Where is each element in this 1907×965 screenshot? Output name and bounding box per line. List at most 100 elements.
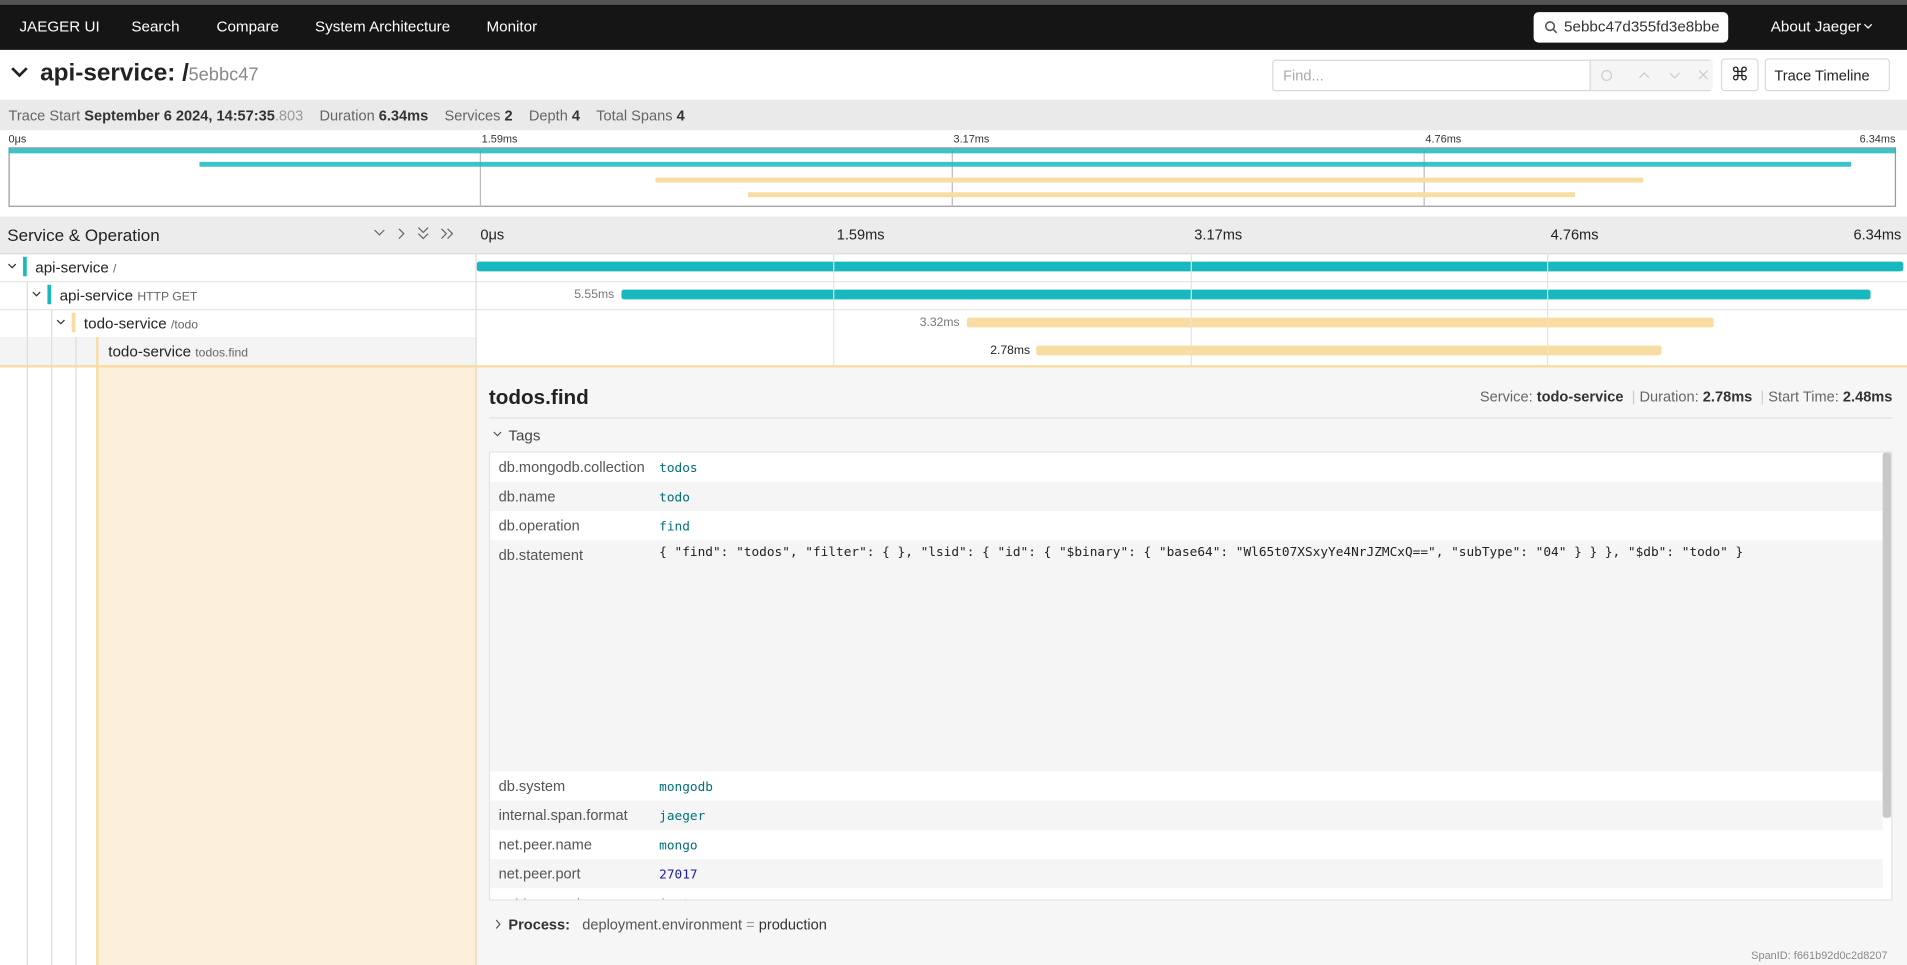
span-duration: 3.32ms [919,316,960,330]
decoration [11,67,28,78]
service-color [23,256,27,277]
span-bar [621,289,1871,300]
minimap-tick: 6.34ms [1859,132,1896,145]
summary-value: 4 [571,107,581,125]
process-row[interactable]: Process: deployment.environment = produc… [508,916,827,933]
span-duration: 2.78ms [990,344,1031,358]
tags-chevron[interactable] [493,431,503,438]
operation: HTTP GET [137,290,198,305]
decoration [495,919,501,929]
decoration [98,367,477,965]
minimap-tick: 0μs [8,132,27,145]
decoration [51,367,53,965]
view-select[interactable]: Trace Timeline [1764,58,1890,92]
expand-controls[interactable] [371,226,456,241]
nav-link[interactable]: System Architecture [314,18,451,36]
decoration [493,431,502,437]
find-input[interactable]: Find... [1272,59,1713,92]
service: api-service [59,287,134,305]
trace-search[interactable]: 5ebbc47d355fd3e8bbe [1533,12,1729,43]
timeline-tick: 1.59ms [836,226,885,244]
decoration [747,192,1575,198]
tags-title[interactable]: Tags [508,427,541,445]
scrollbar[interactable] [1882,452,1892,818]
tag-row: net.peer.port 27017 [490,859,1883,889]
summary-label: Total Spans [596,107,673,125]
tag-key: db.mongodb.collection [498,458,645,476]
meta-label: Start Time: [1768,388,1839,406]
tag-row: db.name todo [490,481,1883,512]
decoration [1864,23,1873,29]
process-value: production [758,916,827,934]
decoration [1639,70,1708,80]
tag-row: internal.span.format jaeger [490,800,1883,830]
span-name: todo-service /todo [84,315,198,332]
minimap-tick: 3.17ms [953,132,990,145]
minimap-tick: 1.59ms [481,132,518,145]
tag-key: net.transport [499,894,581,899]
tag-value: 27017 [659,867,698,883]
nav-link[interactable]: Search [131,18,180,36]
trace-title: api-service: / [40,59,189,87]
tag-row: db.mongodb.collection todos [490,452,1883,482]
summary-label: Duration [319,107,375,125]
timeline-tick: 3.17ms [1194,226,1243,244]
process-chevron[interactable] [495,919,502,930]
find-placeholder: Find... [1283,66,1324,84]
span-name: api-service HTTP GET [60,287,198,304]
shortcuts-button[interactable]: ⌘ [1720,58,1759,92]
trace-summary [0,99,1907,131]
brand[interactable]: JAEGER UI [19,18,100,36]
summary-value: 2 [504,107,513,125]
row-chevron[interactable] [56,319,66,326]
operation: / [113,262,117,277]
summary-value: 4 [676,107,685,125]
span-id-value: f661b92d0c2d8207 [1793,949,1888,962]
column-title: Service & Operation [7,225,160,245]
span-id: SpanID: f661b92d0c2d8207 [1751,949,1887,961]
span-row[interactable]: api-service HTTP GET 5.55ms [0,281,1907,311]
decoration [75,367,77,965]
tag-key: net.peer.port [498,865,581,883]
service-color [47,284,52,305]
tag-row: db.operation find [490,511,1883,541]
timeline-tick: 4.76ms [1550,226,1599,244]
tag-key: net.peer.name [498,836,592,854]
detail-title: todos.find [488,385,589,409]
tag-key: internal.span.format [498,806,628,824]
span-detail: todos.find Service: todo-service | Durat… [476,367,1907,965]
trace-id: 5ebbc47 [188,64,259,86]
decoration [488,417,1893,419]
detail-gutter [0,367,477,965]
decoration [1552,28,1558,34]
service: api-service [35,259,109,277]
meta-value: 2.48ms [1842,388,1893,406]
decoration [96,367,99,965]
tag-key: db.operation [498,517,580,535]
collapse-chevron[interactable] [10,66,29,81]
view-label: Trace Timeline [1774,66,1870,84]
decoration [199,161,1852,167]
summary-label: Depth [528,107,568,125]
span-id-label: SpanID: [1751,949,1791,962]
tag-row: net.transport ip_tcp [490,888,1883,900]
row-chevron[interactable] [32,291,42,298]
service-color [71,312,76,333]
decoration [655,177,1644,183]
span-row[interactable]: api-service / [0,253,1907,283]
nav-link[interactable]: Compare [216,18,280,36]
tag-key: db.name [498,487,556,506]
summary-label: Trace Start [8,107,81,125]
row-chevron[interactable] [7,263,17,270]
tag-value: { "find": "todos", "filter": { }, "lsid"… [659,545,1744,560]
decoration [8,263,17,269]
nav-link[interactable]: Monitor [486,18,538,36]
about-menu[interactable]: About Jaeger [1770,18,1862,36]
process-label: Process: [508,916,571,934]
service-color [96,337,99,366]
tag-value: find [659,519,690,535]
decoration: | [1756,388,1769,406]
timeline-tick: 6.34ms [1853,226,1902,244]
find-buttons[interactable] [1599,68,1708,83]
find-controls [1589,60,1713,91]
